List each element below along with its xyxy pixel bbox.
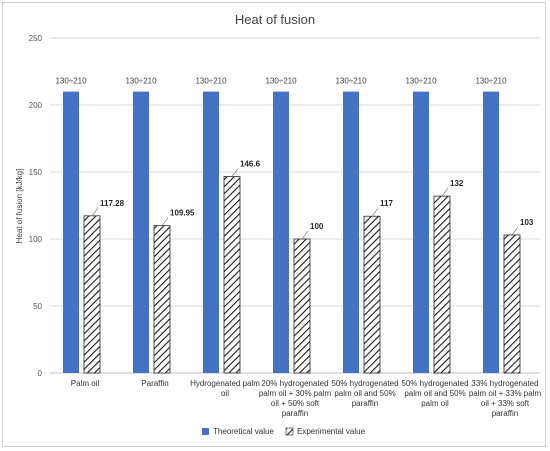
y-tick-label: 250	[29, 34, 43, 43]
data-label-experimental: 146.6	[240, 160, 261, 169]
data-label-theoretical: 130÷210	[125, 77, 157, 86]
bar-theoretical	[413, 91, 429, 373]
legend-swatch-experimental	[285, 427, 294, 436]
bar-theoretical	[273, 91, 289, 373]
category-label: Hydrogenated palm oil	[190, 379, 260, 398]
leader-line	[231, 168, 239, 177]
category-label: 33% hydrogenated palm oil + 33% palm oil +…	[469, 379, 542, 418]
bar-experimental	[433, 195, 451, 374]
y-tick-label: 0	[38, 369, 43, 378]
bar-experimental	[223, 176, 241, 374]
bar-experimental	[153, 225, 171, 374]
bar-theoretical	[63, 91, 79, 373]
data-label-experimental: 117	[380, 199, 393, 208]
data-label-theoretical: 130÷210	[265, 77, 297, 86]
category-label: Paraffin	[141, 379, 168, 388]
leader-line	[371, 208, 379, 217]
data-label-theoretical: 130÷210	[195, 77, 227, 86]
bar-theoretical	[203, 91, 219, 373]
legend-swatch-theoretical	[202, 428, 209, 435]
y-tick-label: 150	[29, 168, 43, 177]
data-label-theoretical: 130÷210	[335, 77, 367, 86]
leader-line	[441, 187, 449, 197]
leader-line	[161, 217, 169, 226]
data-label-theoretical: 130÷210	[405, 77, 437, 86]
bar-experimental	[363, 215, 381, 374]
y-tick-label: 100	[29, 235, 43, 244]
legend-label-experimental: Experimental value	[297, 427, 366, 436]
y-tick-label: 50	[33, 302, 42, 311]
data-label-experimental: 117.28	[100, 199, 125, 208]
category-label: 20% hydrogenated palm oil + 30% palm oil +…	[259, 379, 332, 418]
category-label: Palm oil	[71, 379, 100, 388]
leader-line	[511, 226, 519, 236]
data-label-experimental: 132	[450, 179, 464, 188]
bar-theoretical	[133, 91, 149, 373]
bar-theoretical	[343, 91, 359, 373]
bar-experimental	[83, 215, 101, 374]
data-label-experimental: 100	[310, 222, 324, 231]
data-label-experimental: 109.95	[170, 209, 195, 218]
y-tick-label: 200	[29, 101, 43, 110]
leader-line	[91, 207, 99, 217]
category-label: 50% hydrogenated palm oil and 50% palm oil	[401, 379, 468, 408]
legend-label-theoretical: Theoretical value	[213, 427, 274, 436]
bar-theoretical	[483, 91, 499, 373]
chart-title: Heat of fusion	[235, 12, 315, 27]
data-label-experimental: 103	[520, 218, 534, 227]
category-label: 50% hydrogenated palm oil and 50% paraffin	[331, 379, 398, 408]
data-label-theoretical: 130÷210	[55, 77, 87, 86]
y-axis-label: Heat of fusion [kJ/kg]	[15, 169, 24, 244]
data-label-theoretical: 130÷210	[475, 77, 507, 86]
bar-experimental	[503, 234, 521, 374]
bar-experimental	[293, 238, 311, 374]
leader-line	[301, 230, 309, 240]
